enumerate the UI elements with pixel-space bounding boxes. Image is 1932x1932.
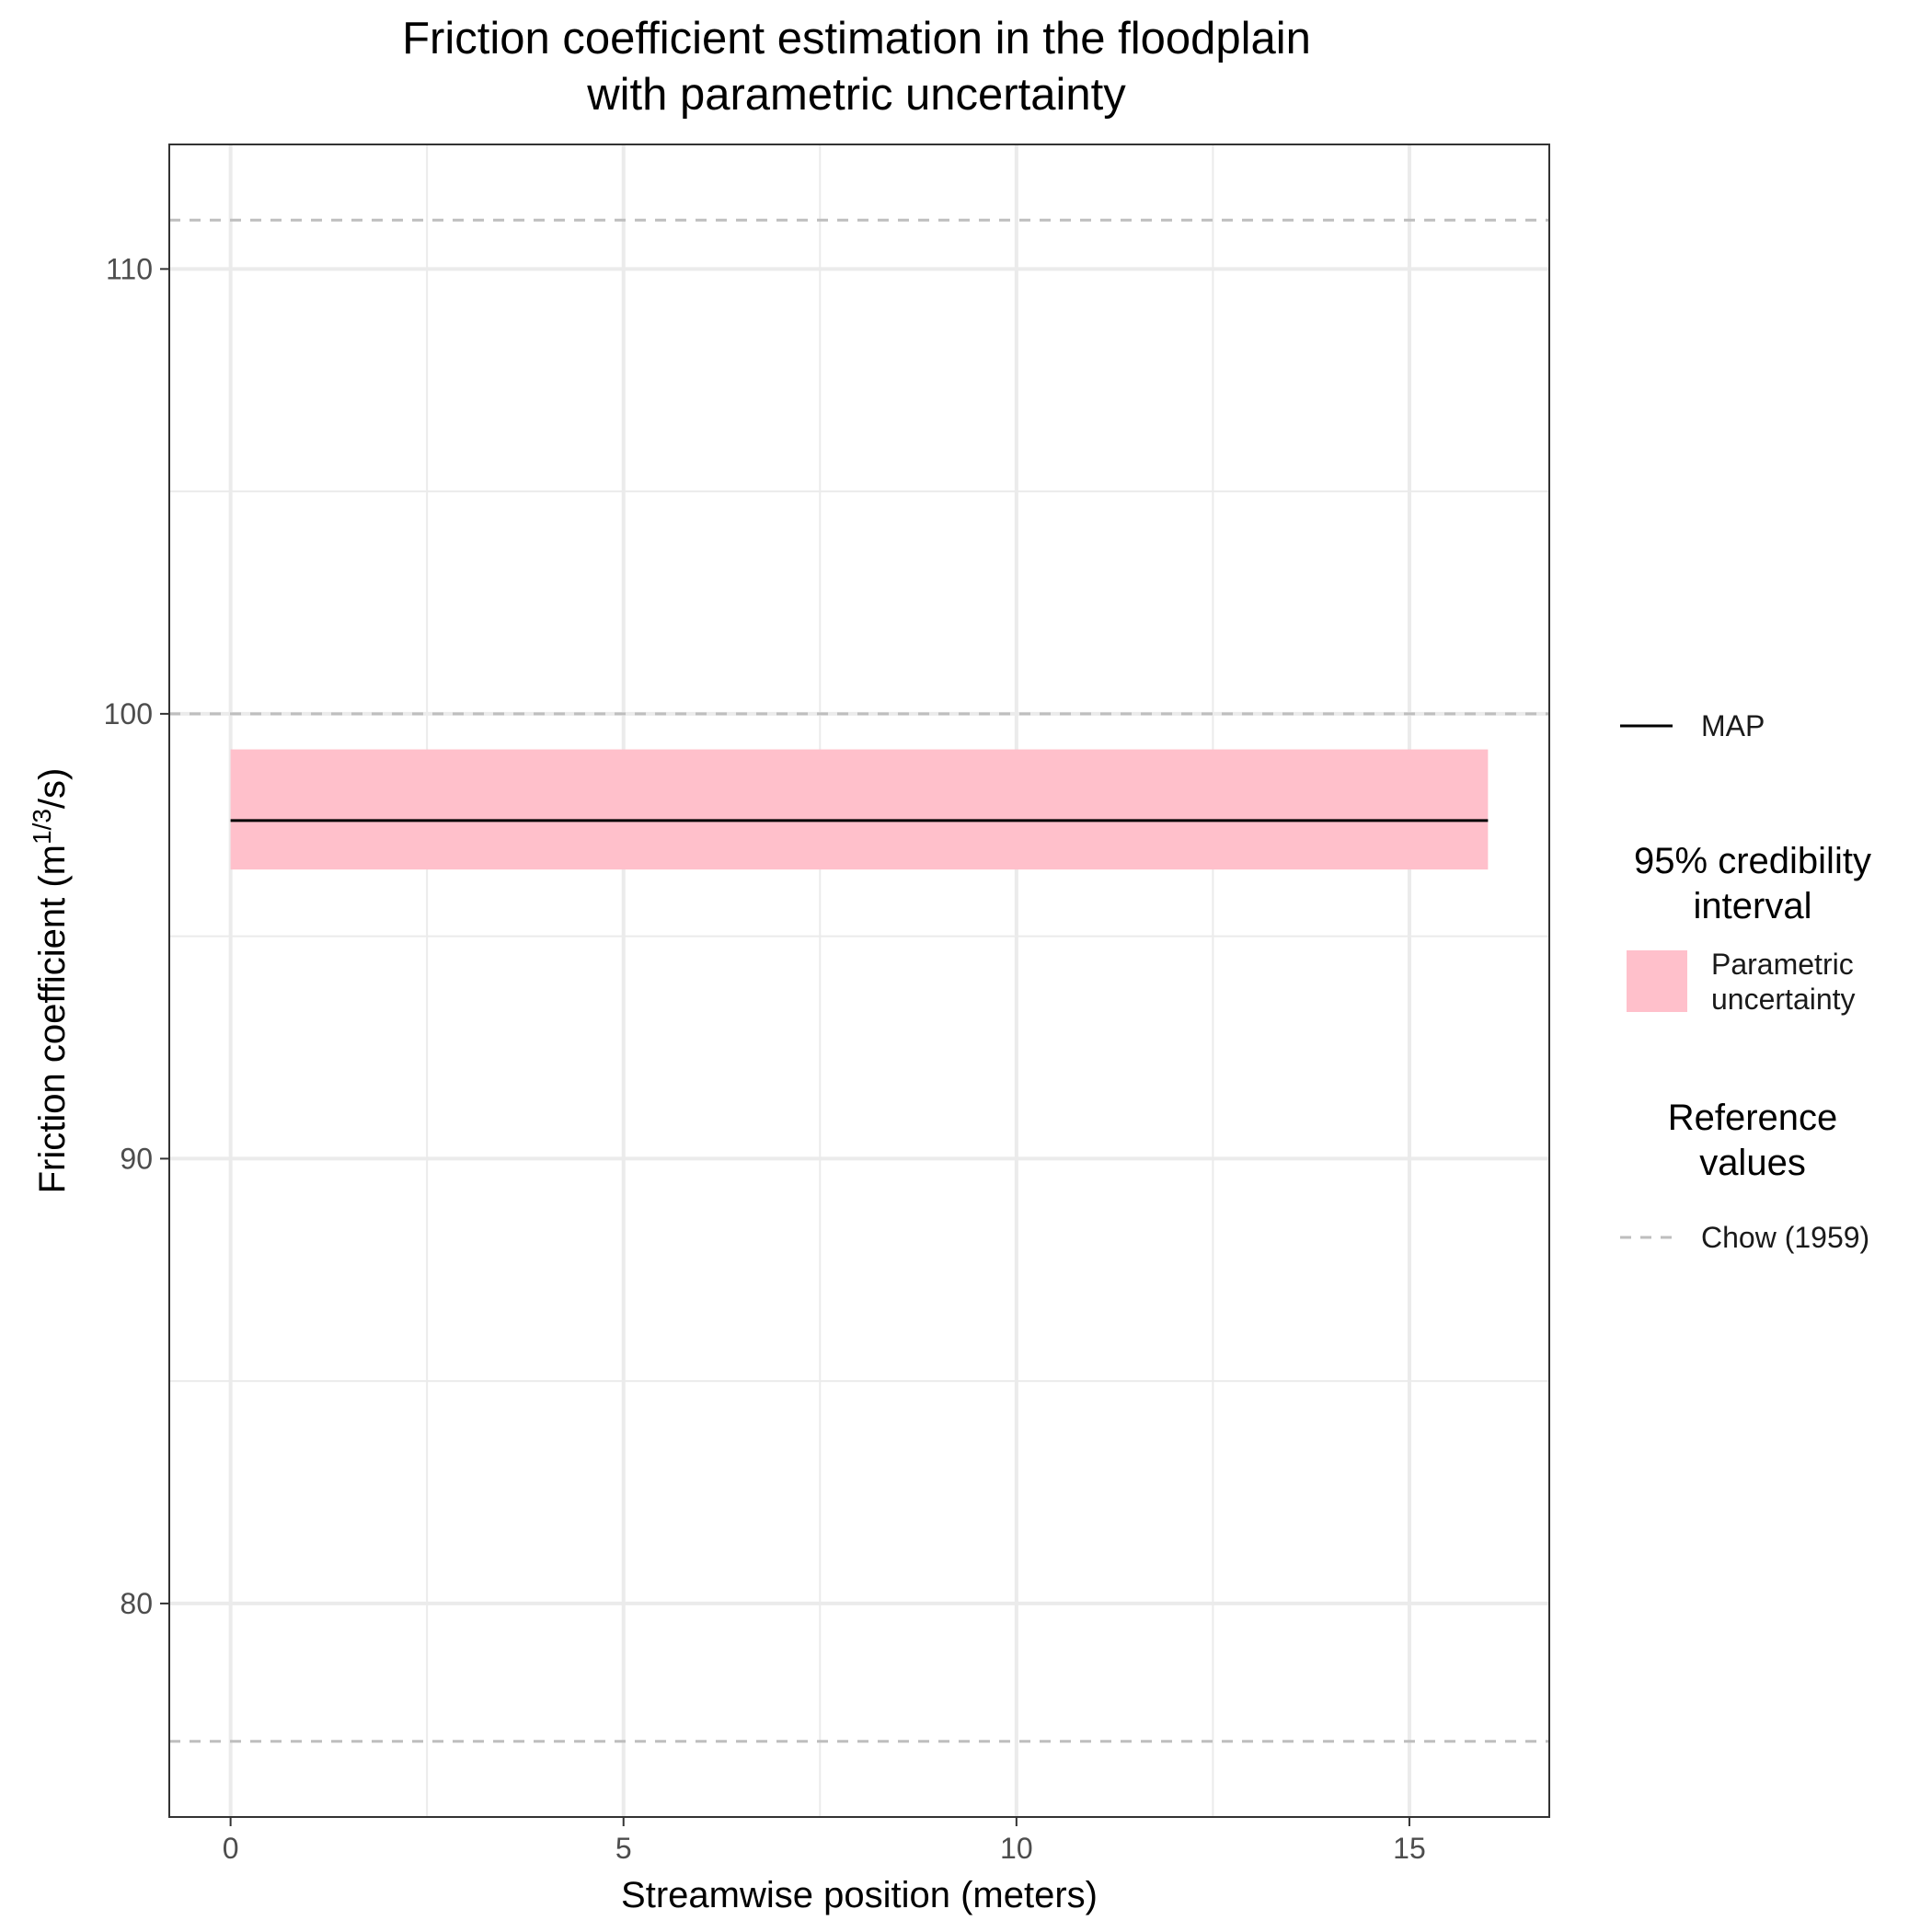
legend-band-label-line-1: Parametric (1711, 948, 1854, 981)
credibility-band (230, 749, 1489, 870)
chart-title-line-2: with parametric uncertainty (586, 70, 1126, 120)
plot-area (168, 144, 1550, 1818)
x-tick-label: 0 (223, 1832, 239, 1865)
legend: MAP 95% credibility interval Parametric … (1620, 709, 1871, 1254)
plot-background (169, 144, 1549, 1817)
y-tick-label: 110 (106, 252, 153, 285)
y-axis: 80 90 100 110 (104, 252, 169, 1620)
y-axis-title-tail: /s) (32, 768, 73, 809)
reference-lines (169, 218, 1549, 1743)
x-tick-label: 15 (1393, 1832, 1426, 1865)
parametric-uncertainty-band (230, 749, 1489, 870)
x-tick-label: 5 (615, 1832, 632, 1865)
x-axis: 0 5 10 15 (223, 1817, 1426, 1865)
y-tick-label: 100 (104, 697, 153, 730)
x-tick-label: 10 (1000, 1832, 1033, 1865)
chart-title-line-1: Friction coefficient estimation in the f… (402, 14, 1311, 63)
legend-band-label-line-2: uncertainty (1711, 983, 1856, 1016)
legend-band-swatch (1627, 950, 1687, 1012)
y-axis-title-main: Friction coefficient (m (32, 845, 73, 1193)
y-tick-label: 80 (120, 1587, 153, 1620)
y-axis-title: Friction coefficient (m1/3/s) (28, 768, 74, 1194)
legend-reference-label: Chow (1959) (1701, 1221, 1869, 1254)
legend-reference-title-line-2: values (1699, 1143, 1806, 1183)
legend-credibility-title-line-1: 95% credibility (1634, 841, 1871, 881)
y-tick-label: 90 (120, 1142, 153, 1175)
legend-group-credibility: 95% credibility interval Parametric unce… (1627, 841, 1871, 1016)
legend-group-reference: Reference values Chow (1959) (1620, 1098, 1869, 1254)
plot-border (168, 144, 1550, 1818)
x-axis-title: Streamwise position (meters) (621, 1875, 1098, 1915)
legend-reference-title-line-1: Reference (1668, 1098, 1838, 1138)
legend-map-label: MAP (1701, 709, 1765, 742)
legend-entry-map: MAP (1620, 709, 1765, 742)
y-axis-title-superscript: 1/3 (28, 809, 56, 845)
grid (169, 144, 1549, 1817)
legend-credibility-title-line-2: interval (1694, 886, 1812, 926)
